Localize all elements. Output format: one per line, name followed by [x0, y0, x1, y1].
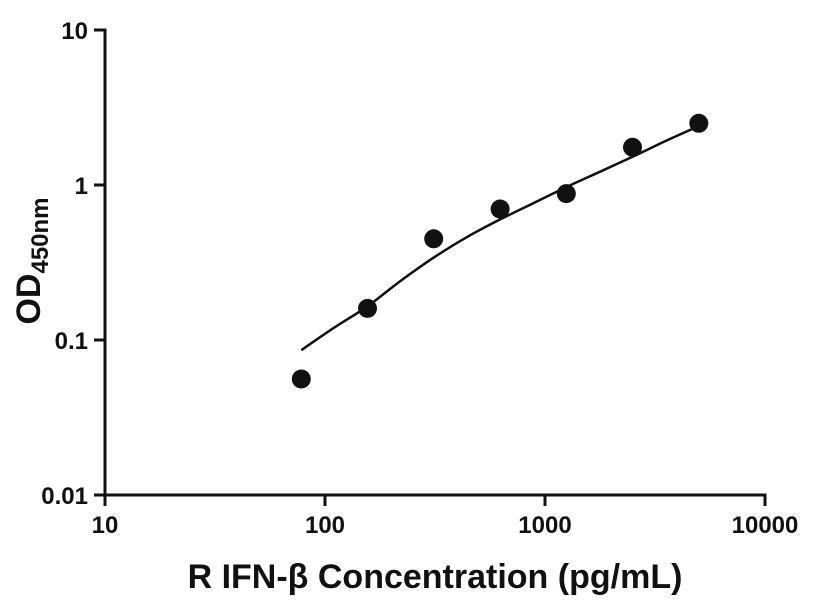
data-point — [358, 298, 377, 318]
data-point — [424, 229, 444, 249]
y-axis-title-main: OD — [10, 274, 48, 325]
x-tick-label: 10 — [92, 512, 119, 539]
data-point — [623, 137, 642, 157]
y-tick-label: 0.01 — [41, 483, 88, 510]
x-tick-label: 1000 — [518, 512, 571, 539]
x-tick-label: 100 — [305, 512, 345, 539]
x-axis-title: R IFN-β Concentration (pg/mL) — [188, 558, 683, 596]
data-point — [490, 199, 510, 219]
data-point — [689, 113, 709, 133]
y-tick-label: 10 — [61, 18, 88, 45]
y-tick-label: 0.1 — [55, 328, 88, 355]
axes: 10 100 1000 10000 0.01 0.1 1 10 — [41, 18, 798, 539]
data-series — [291, 113, 709, 389]
x-tick-label: 10000 — [732, 512, 799, 539]
y-axis-title-sub: 450nm — [27, 197, 54, 273]
data-point — [291, 369, 311, 389]
y-tick-label: 1 — [75, 173, 88, 200]
data-point — [556, 184, 576, 204]
y-axis-title: OD450nm — [10, 197, 54, 324]
